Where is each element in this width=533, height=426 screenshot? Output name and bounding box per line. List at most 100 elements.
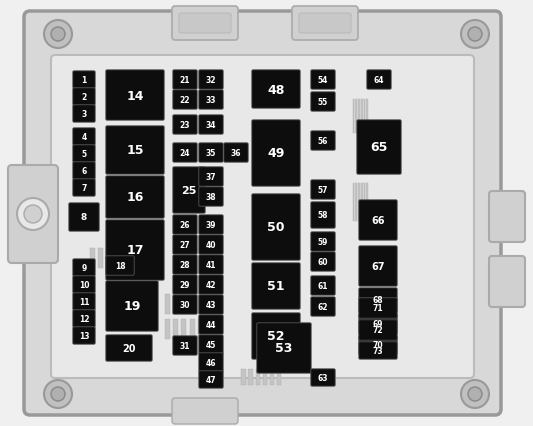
Bar bbox=[364, 184, 365, 222]
Bar bbox=[198, 319, 203, 339]
Bar bbox=[198, 294, 203, 314]
Text: 70: 70 bbox=[373, 341, 383, 350]
FancyBboxPatch shape bbox=[73, 310, 95, 328]
Bar bbox=[106, 248, 111, 268]
FancyBboxPatch shape bbox=[73, 106, 95, 123]
FancyBboxPatch shape bbox=[73, 145, 95, 163]
FancyBboxPatch shape bbox=[179, 14, 231, 34]
FancyBboxPatch shape bbox=[73, 72, 95, 89]
Text: 46: 46 bbox=[206, 358, 216, 367]
Text: 21: 21 bbox=[180, 76, 190, 85]
FancyBboxPatch shape bbox=[173, 215, 197, 235]
Text: 4: 4 bbox=[82, 132, 87, 142]
Text: 62: 62 bbox=[318, 302, 328, 311]
FancyBboxPatch shape bbox=[359, 246, 397, 287]
FancyBboxPatch shape bbox=[489, 192, 525, 242]
Text: 28: 28 bbox=[180, 260, 190, 269]
FancyBboxPatch shape bbox=[199, 353, 223, 372]
FancyBboxPatch shape bbox=[359, 336, 397, 354]
Bar bbox=[123, 248, 127, 268]
FancyBboxPatch shape bbox=[173, 91, 197, 110]
FancyBboxPatch shape bbox=[73, 276, 95, 294]
Text: 42: 42 bbox=[206, 280, 216, 289]
FancyBboxPatch shape bbox=[257, 323, 311, 373]
Bar bbox=[361, 184, 362, 222]
FancyBboxPatch shape bbox=[311, 92, 335, 112]
FancyBboxPatch shape bbox=[199, 295, 223, 314]
Text: 25: 25 bbox=[181, 186, 197, 196]
Bar bbox=[358, 100, 360, 134]
FancyBboxPatch shape bbox=[199, 235, 223, 255]
Text: 6: 6 bbox=[82, 167, 87, 176]
FancyBboxPatch shape bbox=[199, 215, 223, 235]
Bar bbox=[165, 319, 169, 339]
FancyBboxPatch shape bbox=[73, 129, 95, 146]
FancyBboxPatch shape bbox=[311, 71, 335, 90]
FancyBboxPatch shape bbox=[224, 144, 248, 163]
Text: 65: 65 bbox=[370, 141, 387, 154]
Bar bbox=[173, 294, 178, 314]
FancyBboxPatch shape bbox=[73, 89, 95, 106]
Text: 36: 36 bbox=[231, 149, 241, 158]
FancyBboxPatch shape bbox=[199, 91, 223, 110]
FancyBboxPatch shape bbox=[173, 295, 197, 314]
Text: 16: 16 bbox=[126, 191, 144, 204]
Text: 38: 38 bbox=[206, 193, 216, 201]
FancyBboxPatch shape bbox=[311, 369, 335, 386]
Text: 14: 14 bbox=[126, 89, 144, 102]
Text: 44: 44 bbox=[206, 320, 216, 329]
FancyBboxPatch shape bbox=[106, 281, 158, 331]
Text: 8: 8 bbox=[81, 213, 87, 222]
Bar bbox=[366, 184, 368, 222]
Bar bbox=[263, 369, 267, 385]
FancyBboxPatch shape bbox=[199, 71, 223, 90]
Text: 58: 58 bbox=[318, 211, 328, 220]
FancyBboxPatch shape bbox=[299, 14, 351, 34]
Text: 13: 13 bbox=[79, 331, 89, 340]
Text: 71: 71 bbox=[373, 304, 383, 313]
Text: 27: 27 bbox=[180, 240, 190, 249]
FancyBboxPatch shape bbox=[252, 71, 300, 109]
Text: 5: 5 bbox=[82, 150, 86, 158]
FancyBboxPatch shape bbox=[173, 167, 205, 214]
Circle shape bbox=[24, 205, 42, 224]
FancyBboxPatch shape bbox=[359, 342, 397, 360]
Text: 33: 33 bbox=[206, 96, 216, 105]
FancyBboxPatch shape bbox=[199, 371, 223, 388]
Text: 55: 55 bbox=[318, 98, 328, 107]
Bar bbox=[181, 294, 187, 314]
FancyBboxPatch shape bbox=[199, 144, 223, 163]
Text: 53: 53 bbox=[276, 342, 293, 355]
Text: 39: 39 bbox=[206, 221, 216, 230]
Text: 31: 31 bbox=[180, 341, 190, 350]
FancyBboxPatch shape bbox=[173, 255, 197, 274]
Bar bbox=[270, 369, 274, 385]
FancyBboxPatch shape bbox=[173, 336, 197, 355]
Text: 54: 54 bbox=[318, 76, 328, 85]
Text: 72: 72 bbox=[373, 326, 383, 335]
FancyBboxPatch shape bbox=[73, 293, 95, 311]
Text: 20: 20 bbox=[122, 343, 136, 353]
FancyBboxPatch shape bbox=[311, 276, 335, 296]
Bar bbox=[356, 100, 357, 134]
Text: 67: 67 bbox=[372, 262, 385, 271]
FancyBboxPatch shape bbox=[311, 297, 335, 317]
Text: 1: 1 bbox=[82, 76, 87, 85]
Text: 50: 50 bbox=[267, 221, 285, 234]
Text: 73: 73 bbox=[373, 346, 383, 355]
Text: 10: 10 bbox=[79, 280, 89, 289]
Text: 35: 35 bbox=[206, 149, 216, 158]
FancyBboxPatch shape bbox=[106, 176, 164, 219]
FancyBboxPatch shape bbox=[199, 335, 223, 354]
Text: 37: 37 bbox=[206, 173, 216, 181]
Bar bbox=[255, 369, 260, 385]
FancyBboxPatch shape bbox=[106, 127, 164, 175]
FancyBboxPatch shape bbox=[172, 398, 238, 424]
FancyBboxPatch shape bbox=[173, 275, 197, 294]
Text: 22: 22 bbox=[180, 96, 190, 105]
Circle shape bbox=[17, 199, 49, 230]
FancyBboxPatch shape bbox=[51, 56, 474, 378]
FancyBboxPatch shape bbox=[172, 7, 238, 41]
Bar bbox=[364, 100, 365, 134]
FancyBboxPatch shape bbox=[173, 144, 197, 163]
